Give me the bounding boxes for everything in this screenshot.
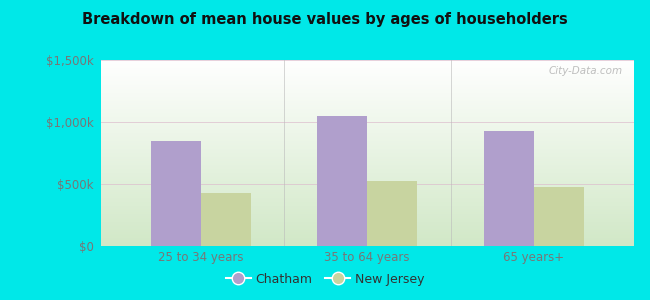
Bar	[201, 193, 251, 246]
Bar	[151, 141, 201, 246]
Bar	[534, 187, 584, 246]
Bar	[317, 116, 367, 246]
Bar	[367, 181, 417, 246]
Text: Breakdown of mean house values by ages of householders: Breakdown of mean house values by ages o…	[82, 12, 568, 27]
Bar	[484, 131, 534, 246]
Text: City-Data.com: City-Data.com	[549, 66, 623, 76]
Legend: Chatham, New Jersey: Chatham, New Jersey	[220, 268, 430, 291]
